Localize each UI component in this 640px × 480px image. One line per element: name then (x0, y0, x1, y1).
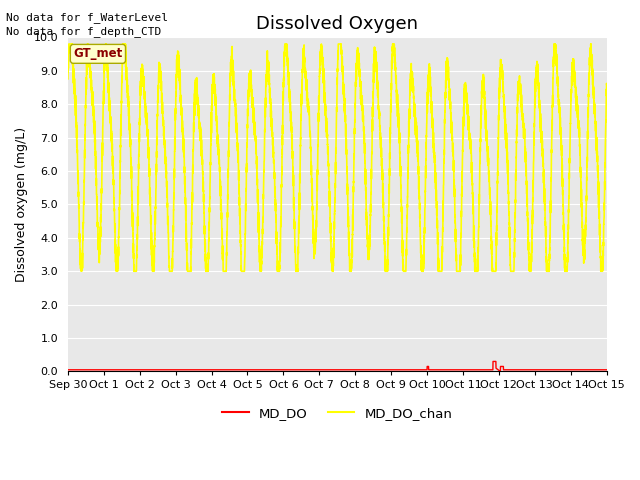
Y-axis label: Dissolved oxygen (mg/L): Dissolved oxygen (mg/L) (15, 127, 28, 282)
Legend: MD_DO, MD_DO_chan: MD_DO, MD_DO_chan (217, 401, 458, 425)
Text: No data for f_WaterLevel: No data for f_WaterLevel (6, 12, 168, 23)
Title: Dissolved Oxygen: Dissolved Oxygen (256, 15, 419, 33)
Text: No data for f_depth_CTD: No data for f_depth_CTD (6, 26, 162, 37)
Text: GT_met: GT_met (74, 48, 122, 60)
